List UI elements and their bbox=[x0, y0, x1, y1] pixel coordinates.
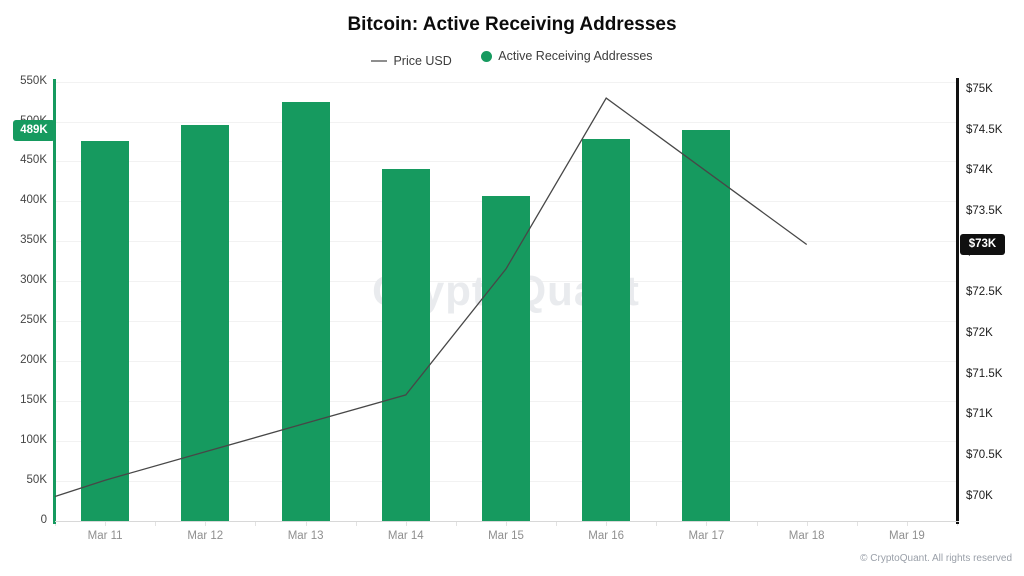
x-axis-minor-tick bbox=[105, 522, 107, 526]
right-axis-tick-label: $73.5K bbox=[966, 204, 1003, 217]
left-axis-tick-label: 0 bbox=[40, 514, 47, 526]
right-axis-tick-label: $72.5K bbox=[966, 286, 1003, 299]
chart-legend: Price USD Active Receiving Addresses bbox=[0, 49, 1024, 68]
left-axis-tick-label: 350K bbox=[20, 234, 47, 247]
x-axis-minor-tick bbox=[305, 522, 307, 526]
x-axis-tick-label: Mar 19 bbox=[888, 530, 925, 542]
dot-swatch-icon bbox=[481, 50, 493, 62]
right-axis-tick-label: $75K bbox=[966, 83, 993, 95]
x-axis-minor-tick bbox=[155, 522, 157, 526]
x-axis-minor-tick bbox=[405, 522, 407, 526]
right-axis-tick-label: $70.5K bbox=[966, 448, 1003, 461]
x-axis-minor-tick bbox=[355, 522, 357, 526]
x-axis-tick-label: Mar 17 bbox=[688, 530, 725, 542]
bar bbox=[381, 169, 430, 521]
left-axis-tick-label: 250K bbox=[20, 314, 47, 327]
copyright-footer: © CryptoQuant. All rights reserved bbox=[860, 553, 1012, 564]
left-axis-tick-label: 200K bbox=[20, 354, 47, 367]
bar bbox=[682, 130, 731, 521]
x-axis-minor-tick bbox=[957, 522, 958, 526]
x-axis-minor-tick bbox=[55, 522, 56, 526]
x-axis-minor-tick bbox=[455, 522, 457, 526]
bar bbox=[281, 101, 330, 521]
legend-label-price: Price USD bbox=[393, 53, 452, 68]
legend-item-price: Price USD bbox=[371, 53, 452, 68]
left-axis-tick-label: 450K bbox=[20, 154, 47, 167]
bar bbox=[582, 139, 631, 521]
left-axis-tick-label: 150K bbox=[20, 394, 47, 407]
chart-title: Bitcoin: Active Receiving Addresses bbox=[347, 14, 677, 35]
x-axis-minor-tick bbox=[706, 522, 708, 526]
x-axis-minor-tick bbox=[806, 522, 808, 526]
x-axis-line bbox=[55, 521, 959, 522]
x-axis-minor-tick bbox=[556, 522, 558, 526]
right-axis-tick-label: $70K bbox=[966, 489, 993, 502]
latest-addresses-badge: 489K bbox=[13, 119, 55, 141]
right-axis-tick-label: $72K bbox=[966, 326, 993, 339]
grid-line bbox=[55, 121, 957, 123]
grid-line bbox=[55, 81, 957, 83]
x-axis-tick-label: Mar 14 bbox=[387, 530, 424, 542]
x-axis-minor-tick bbox=[656, 522, 658, 526]
right-axis-tick-label: $74K bbox=[966, 164, 993, 177]
left-axis-tick-label: 400K bbox=[20, 194, 47, 207]
x-axis-minor-tick bbox=[906, 522, 908, 526]
line-swatch-icon bbox=[371, 59, 388, 62]
x-axis-tick-label: Mar 13 bbox=[287, 530, 324, 542]
left-axis-tick-label: 550K bbox=[20, 74, 47, 87]
x-axis-tick-label: Mar 12 bbox=[187, 530, 224, 542]
x-axis-tick-label: Mar 18 bbox=[788, 530, 825, 542]
x-axis-minor-tick bbox=[856, 522, 858, 526]
bar bbox=[482, 195, 530, 521]
left-axis-tick-label: 300K bbox=[20, 274, 47, 287]
bar bbox=[81, 141, 130, 521]
x-axis-minor-tick bbox=[205, 522, 207, 526]
bar bbox=[181, 124, 230, 521]
right-axis-tick-label: $74.5K bbox=[966, 123, 1003, 136]
latest-price-badge: $73K bbox=[960, 234, 1005, 255]
x-axis-tick-label: Mar 16 bbox=[588, 530, 625, 542]
right-axis-tick-label: $71.5K bbox=[966, 367, 1003, 380]
left-axis-tick-label: 50K bbox=[26, 474, 47, 486]
left-axis-spine bbox=[53, 79, 56, 524]
x-axis-tick-label: Mar 15 bbox=[488, 530, 524, 542]
x-axis-minor-tick bbox=[606, 522, 608, 526]
x-axis-tick-label: Mar 11 bbox=[87, 530, 123, 542]
x-axis-minor-tick bbox=[255, 522, 257, 526]
right-axis-spine bbox=[956, 78, 959, 524]
right-axis-tick-label: $71K bbox=[966, 408, 993, 421]
x-axis-minor-tick bbox=[506, 522, 507, 526]
x-axis-minor-tick bbox=[756, 522, 758, 526]
legend-label-addresses: Active Receiving Addresses bbox=[498, 49, 653, 63]
left-axis-tick-label: 100K bbox=[20, 434, 47, 447]
legend-item-addresses: Active Receiving Addresses bbox=[481, 49, 653, 63]
